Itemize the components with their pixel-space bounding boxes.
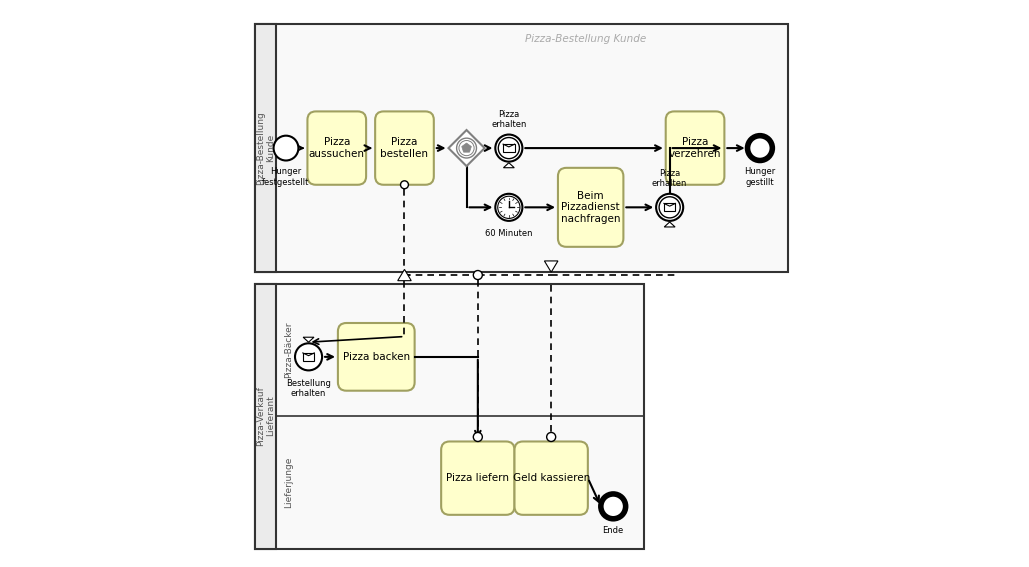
Circle shape [657, 194, 683, 221]
Circle shape [601, 494, 626, 519]
Circle shape [660, 197, 680, 218]
Text: Pizza-Bäcker: Pizza-Bäcker [284, 321, 293, 378]
FancyBboxPatch shape [308, 111, 366, 185]
Circle shape [400, 181, 409, 189]
Circle shape [747, 136, 773, 160]
Text: Bestellung
erhalten: Bestellung erhalten [286, 379, 331, 398]
Text: Pizza liefern: Pizza liefern [447, 473, 509, 483]
Text: Pizza
erhalten: Pizza erhalten [491, 109, 527, 129]
Text: Ende: Ende [603, 526, 624, 535]
Polygon shape [503, 163, 514, 168]
Circle shape [274, 136, 298, 160]
Circle shape [295, 343, 322, 370]
Polygon shape [397, 269, 412, 281]
Polygon shape [462, 143, 471, 152]
Bar [255, 24, 788, 272]
Circle shape [459, 141, 474, 156]
FancyBboxPatch shape [666, 111, 724, 185]
Text: Pizza-Bestellung Kunde: Pizza-Bestellung Kunde [525, 34, 646, 44]
Bar [503, 144, 514, 152]
Text: Pizza backen: Pizza backen [343, 352, 410, 362]
Bar [255, 284, 277, 549]
Circle shape [495, 194, 523, 221]
Polygon shape [544, 261, 558, 272]
Text: Beim
Pizzadienst
nachfragen: Beim Pizzadienst nachfragen [561, 191, 620, 224]
Text: Pizza
bestellen: Pizza bestellen [381, 137, 428, 159]
Text: Pizza-Verkauf
Lieferant: Pizza-Verkauf Lieferant [256, 386, 276, 446]
Polygon shape [304, 337, 314, 342]
Text: Geld kassieren: Geld kassieren [512, 473, 590, 483]
Text: Pizza
aussuchen: Pizza aussuchen [309, 137, 364, 159]
Text: Pizza
verzehren: Pizza verzehren [669, 137, 721, 159]
Circle shape [546, 433, 556, 442]
Circle shape [473, 433, 483, 442]
FancyBboxPatch shape [441, 442, 514, 515]
Circle shape [498, 138, 520, 159]
Text: Pizza
erhalten: Pizza erhalten [652, 169, 687, 188]
Circle shape [498, 196, 520, 218]
FancyBboxPatch shape [558, 168, 624, 247]
FancyBboxPatch shape [514, 442, 588, 515]
Circle shape [495, 134, 523, 162]
Circle shape [473, 270, 483, 280]
Bar [664, 204, 675, 211]
Text: 60 Minuten: 60 Minuten [485, 229, 533, 238]
Polygon shape [449, 130, 485, 166]
Bar [255, 284, 644, 549]
Text: Lieferjunge: Lieferjunge [284, 456, 293, 508]
Text: Hunger
festgestellt: Hunger festgestellt [262, 167, 310, 187]
FancyBboxPatch shape [376, 111, 434, 185]
Text: Pizza-Bestellung
Kunde: Pizza-Bestellung Kunde [256, 111, 276, 185]
Circle shape [457, 138, 476, 158]
Text: Hunger
gestillt: Hunger gestillt [744, 167, 776, 187]
FancyBboxPatch shape [338, 323, 415, 391]
Bar [303, 353, 314, 361]
Bar [255, 24, 277, 272]
Polygon shape [665, 222, 675, 227]
